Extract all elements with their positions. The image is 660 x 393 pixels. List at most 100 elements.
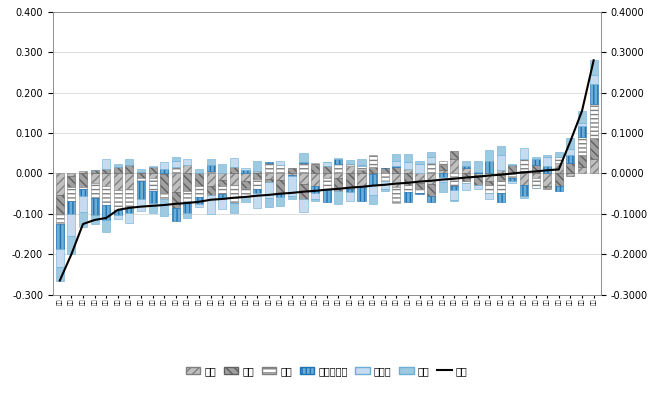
Bar [334, 158, 343, 160]
Bar [160, 173, 168, 174]
Bar [67, 176, 75, 187]
Bar [288, 196, 296, 199]
Bar [346, 173, 354, 189]
Bar [102, 220, 110, 232]
Bar [160, 199, 168, 216]
総合 [125, 206, 133, 210]
Bar [300, 200, 308, 212]
Bar [462, 184, 470, 190]
Bar [473, 173, 482, 175]
Bar [265, 198, 273, 207]
Bar [183, 191, 191, 202]
Bar [531, 160, 540, 165]
Bar [358, 169, 366, 173]
Bar [172, 157, 180, 161]
Bar [578, 155, 586, 167]
Bar [323, 162, 331, 166]
総合 [497, 173, 505, 177]
Bar [125, 173, 133, 189]
Bar [102, 169, 110, 173]
Bar [404, 192, 412, 202]
Bar [114, 164, 122, 167]
総合 [369, 183, 377, 188]
Bar [485, 181, 493, 185]
Bar [531, 157, 540, 160]
Bar [369, 167, 377, 173]
Bar [485, 150, 493, 161]
Bar [172, 173, 180, 191]
Bar [462, 173, 470, 181]
Bar [323, 166, 331, 173]
Bar [148, 191, 156, 203]
総合 [160, 203, 168, 208]
Bar [346, 193, 354, 201]
Bar [497, 155, 505, 170]
Bar [90, 198, 98, 215]
総合 [485, 173, 493, 178]
総合 [589, 58, 597, 62]
Bar [102, 160, 110, 169]
Bar [207, 171, 215, 173]
Bar [90, 173, 98, 183]
Bar [218, 199, 226, 209]
Bar [323, 190, 331, 202]
Bar [114, 173, 122, 190]
Bar [148, 173, 156, 178]
Bar [589, 105, 598, 138]
Bar [555, 173, 563, 185]
Bar [427, 184, 435, 196]
Bar [392, 166, 401, 167]
Bar [508, 173, 517, 174]
総合 [218, 196, 226, 201]
Bar [277, 165, 284, 173]
総合 [381, 182, 389, 187]
Bar [578, 126, 586, 137]
Bar [300, 153, 308, 162]
Bar [520, 171, 528, 173]
Bar [358, 160, 366, 165]
総合 [404, 180, 412, 185]
総合 [520, 170, 528, 174]
Bar [485, 185, 493, 193]
Bar [55, 214, 64, 224]
Bar [79, 187, 87, 189]
Bar [230, 173, 238, 185]
Bar [450, 186, 459, 190]
Bar [102, 173, 110, 186]
Bar [148, 167, 156, 173]
Bar [566, 138, 574, 149]
Bar [160, 193, 168, 199]
Bar [404, 162, 412, 169]
Bar [300, 184, 308, 200]
Bar [253, 193, 261, 208]
Bar [578, 167, 586, 173]
Bar [183, 202, 191, 213]
Bar [218, 164, 226, 173]
総合 [393, 181, 401, 186]
Bar [90, 170, 98, 171]
Bar [485, 193, 493, 199]
Bar [195, 169, 203, 173]
総合 [566, 139, 574, 143]
Bar [566, 155, 574, 163]
Bar [230, 167, 238, 173]
Bar [520, 173, 528, 185]
Bar [416, 173, 424, 183]
Bar [589, 84, 598, 105]
Bar [195, 173, 203, 186]
Bar [427, 173, 435, 184]
総合 [358, 184, 366, 189]
Bar [462, 166, 470, 168]
Bar [508, 181, 517, 183]
Bar [265, 162, 273, 163]
総合 [67, 252, 75, 257]
Bar [485, 173, 493, 181]
Bar [172, 161, 180, 167]
Bar [381, 189, 389, 191]
Bar [392, 167, 401, 173]
Bar [277, 197, 284, 206]
Bar [114, 167, 122, 173]
Bar [555, 163, 563, 173]
Bar [543, 165, 551, 173]
総合 [79, 222, 87, 226]
